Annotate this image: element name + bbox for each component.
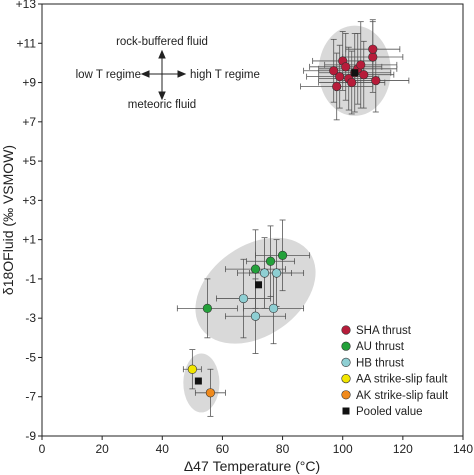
x-tick-label: 140 <box>453 442 473 456</box>
annotation-down: meteoric fluid <box>128 99 196 111</box>
sha-thrust-point <box>329 66 339 76</box>
au-thrust-point <box>250 264 261 274</box>
four-way-arrow-icon <box>140 49 187 101</box>
legend-marker <box>342 407 350 415</box>
aa-strike-slip-fault-point <box>187 364 197 374</box>
legend-marker <box>341 325 351 335</box>
y-tick-label: +5 <box>22 154 36 168</box>
hb-thrust-point <box>238 293 249 304</box>
au-thrust-point <box>202 303 212 313</box>
au-thrust-point <box>265 256 276 266</box>
hb-thrust-point <box>259 268 270 278</box>
y-tick-label: +9 <box>22 76 36 90</box>
x-tick-label: 0 <box>39 442 46 456</box>
plot-frame <box>41 3 464 437</box>
x-axis-title: Δ47 Temperature (°C) <box>184 458 320 474</box>
pooled-value-point <box>194 377 202 385</box>
legend-marker <box>341 390 351 400</box>
y-tick-label: +7 <box>22 115 36 129</box>
direction-annotation: rock-buffered fluid meteoric fluid low T… <box>76 36 260 111</box>
hb-thrust-point <box>271 268 282 278</box>
x-ticks: 0 20 40 60 80 100 120 140 <box>39 436 473 456</box>
x-tick-label: 100 <box>333 442 353 456</box>
y-tick-label: -3 <box>25 311 36 325</box>
y-tick-label: -9 <box>25 429 36 443</box>
plot-area-border <box>41 3 464 437</box>
legend-label: Pooled value <box>356 406 423 418</box>
y-tick-label: -5 <box>25 350 36 364</box>
y-ticks: -9 -7 -5 -3 -1 +1 +3 +5 +7 +9 +11 +13 <box>16 0 42 443</box>
pooled-value-point <box>255 281 263 289</box>
sha-thrust-point <box>335 72 345 82</box>
ak-strike-slip-fault-point <box>205 388 215 398</box>
y-tick-label: +3 <box>22 193 36 207</box>
legend-marker <box>341 341 351 351</box>
sha-thrust-point <box>347 77 357 88</box>
x-tick-label: 40 <box>156 442 170 456</box>
legend-label: AU thrust <box>356 341 405 353</box>
y-tick-label: +1 <box>22 233 36 247</box>
x-tick-label: 20 <box>95 442 109 456</box>
sha-thrust-point <box>341 62 351 72</box>
annotation-left: low T regime <box>76 69 141 81</box>
y-tick-label: -1 <box>25 272 36 286</box>
y-tick-label: +13 <box>16 0 37 11</box>
legend: SHA thrust AU thrust HB thrust AA strike-sl… <box>341 325 449 418</box>
marker-layer <box>187 44 381 398</box>
sha-thrust-point <box>371 75 381 86</box>
annotation-right: high T regime <box>190 69 260 81</box>
legend-label: HB thrust <box>356 357 405 369</box>
x-tick-label: 120 <box>393 442 413 456</box>
y-axis-title: δ18OFluid (‰ VSMOW) <box>0 145 16 295</box>
pooled-value-point <box>351 69 359 77</box>
x-tick-label: 80 <box>276 442 290 456</box>
sha-thrust-point <box>368 44 378 54</box>
sha-thrust-point <box>368 52 378 62</box>
sha-thrust-point <box>359 70 369 80</box>
sha-thrust-point <box>332 81 342 92</box>
annotation-up: rock-buffered fluid <box>116 36 208 48</box>
legend-marker <box>341 374 351 384</box>
legend-label: SHA thrust <box>356 325 412 337</box>
hb-thrust-point <box>250 311 261 321</box>
y-tick-label: +11 <box>17 36 37 50</box>
y-tick-label: -7 <box>25 390 36 404</box>
au-thrust-point <box>277 250 288 260</box>
hb-thrust-point <box>268 303 279 313</box>
x-tick-label: 60 <box>216 442 230 456</box>
sha-thrust-point <box>356 60 366 70</box>
legend-label: AA strike-slip fault <box>356 374 448 386</box>
legend-label: AK strike-slip fault <box>356 390 449 402</box>
legend-marker <box>341 357 351 368</box>
ellipse-layer <box>183 25 391 413</box>
